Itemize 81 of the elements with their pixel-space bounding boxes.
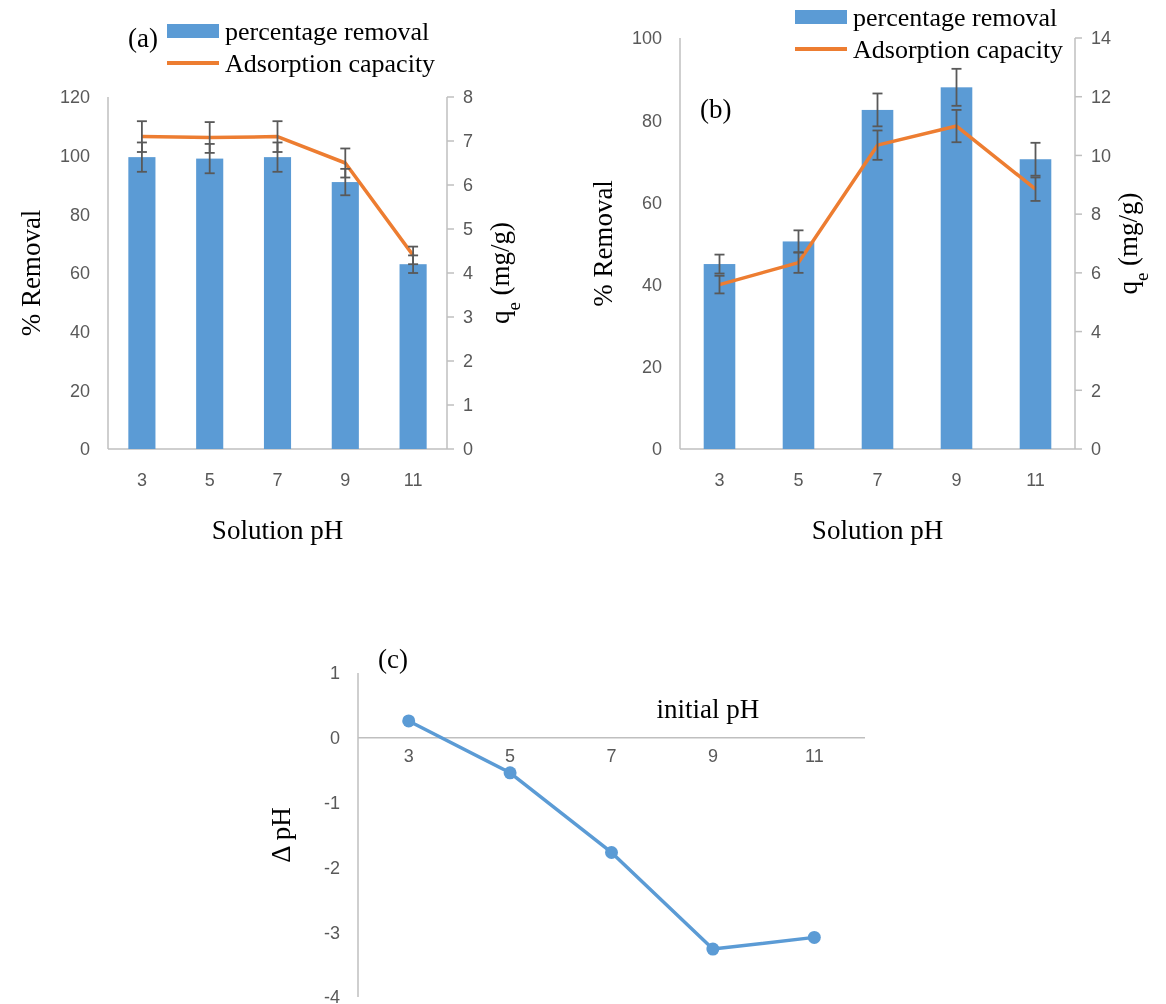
y-tick-label: 60	[69, 263, 90, 284]
y-tick-label: 120	[59, 87, 90, 108]
y-axis-title: Δ pH	[266, 807, 296, 863]
y-tick-label: 20	[641, 357, 662, 378]
y2-tick-label: 4	[463, 263, 474, 284]
y-tick-label: 20	[69, 380, 90, 401]
y-tick-label: 40	[69, 321, 90, 342]
x-tick-label: 3	[136, 470, 147, 490]
x-tick-label: 9	[707, 745, 718, 766]
text: (a)	[128, 23, 158, 53]
x-tick-label: 7	[272, 470, 283, 490]
y-tick-label: 0	[651, 439, 662, 460]
bar	[128, 157, 156, 449]
y-tick-label: 0	[79, 439, 90, 460]
line-series	[140, 134, 415, 258]
x-axis-title: initial pH	[656, 693, 760, 724]
legend-label: Adsorption capacity	[225, 49, 436, 79]
bar	[940, 87, 973, 449]
legend-label: percentage removal	[225, 17, 430, 47]
x-tick-label: 7	[872, 470, 883, 490]
point	[706, 942, 720, 956]
y2-tick-label: 12	[1091, 87, 1112, 108]
y-tick-label: 80	[641, 110, 662, 131]
x-tick-label: 7	[606, 745, 617, 766]
y2-tick-label: 6	[1091, 263, 1102, 284]
point	[605, 846, 618, 859]
y-tick-label: 100	[631, 28, 662, 49]
y-tick-label: 80	[69, 204, 90, 225]
y2-tick-label: 0	[1091, 439, 1102, 460]
y2-tick-label: 4	[1091, 321, 1102, 342]
x-tick-label: 3	[403, 745, 414, 766]
y-tick-label: 40	[641, 274, 662, 295]
bar	[399, 264, 427, 449]
bar	[861, 109, 894, 449]
y2-tick-label: 6	[463, 175, 474, 196]
y-axis-title: % Removal	[588, 180, 618, 307]
legend-label: percentage removal	[853, 3, 1058, 33]
y-tick-label: 100	[59, 145, 90, 166]
y-tick-label: -4	[323, 987, 340, 1004]
annotation: (c)	[378, 644, 408, 674]
y2-tick-label: 2	[463, 351, 474, 372]
y-tick-label: -3	[323, 922, 340, 943]
y-tick-label: 1	[329, 663, 340, 684]
point	[807, 930, 821, 944]
line-series	[717, 124, 1038, 287]
y2-tick-label: 10	[1091, 145, 1112, 166]
bar	[196, 158, 224, 449]
x-tick-label: 11	[403, 470, 423, 490]
y2-tick-label: 14	[1091, 28, 1112, 49]
legend-label: Adsorption capacity	[853, 35, 1064, 65]
bar	[1019, 159, 1052, 449]
y2-tick-label: 1	[463, 395, 474, 416]
point	[503, 766, 517, 780]
bar	[331, 182, 359, 449]
bar	[263, 157, 292, 449]
x-tick-label: 11	[804, 745, 824, 766]
x-axis-title: Solution pH	[211, 515, 344, 545]
bar	[703, 264, 736, 449]
y2-tick-label: 3	[463, 307, 474, 328]
x-axis-title: Solution pH	[811, 515, 944, 545]
x-tick-label: 11	[1026, 470, 1045, 490]
y2-tick-label: 7	[463, 131, 474, 152]
y2-tick-label: 5	[463, 219, 474, 240]
x-tick-label: 9	[951, 470, 962, 490]
y2-tick-label: 8	[1091, 204, 1102, 225]
bar	[782, 241, 815, 449]
y-tick-label: -1	[323, 792, 340, 813]
x-tick-label: 5	[204, 470, 215, 490]
x-tick-label: 5	[793, 470, 804, 490]
x-tick-label: 9	[340, 470, 351, 490]
annotation: (b)	[700, 94, 732, 124]
x-tick-label: 5	[505, 745, 516, 766]
y2-tick-label: 8	[463, 87, 474, 108]
y-tick-label: 60	[641, 192, 662, 213]
x-tick-label: 3	[714, 470, 725, 490]
y-tick-label: -2	[323, 857, 340, 878]
y-tick-label: 0	[329, 728, 340, 749]
y-axis-title: % Removal	[16, 209, 46, 337]
y2-tick-label: 2	[1091, 380, 1102, 401]
y2-tick-label: 0	[463, 439, 474, 460]
point	[402, 714, 416, 728]
